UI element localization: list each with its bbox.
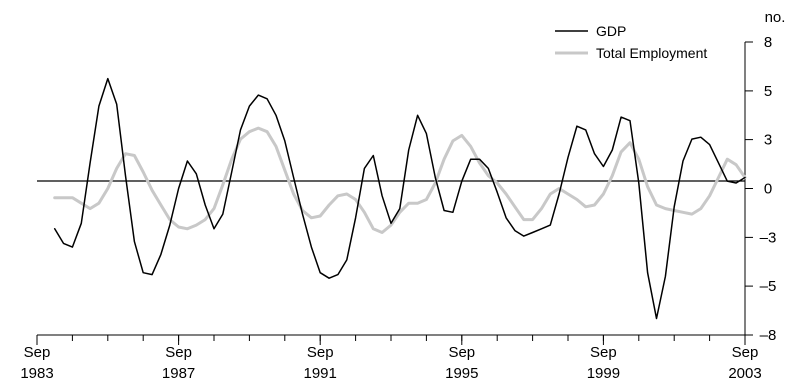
legend-label: Total Employment: [596, 45, 707, 61]
x-axis-ticks: Sep 1983 Sep 1987 Sep 1991 Sep 1995 Sep 1999 Sep 20…: [20, 335, 762, 382]
y-axis-unit-label: no.: [765, 9, 786, 26]
x-tick-label-month: Sep: [448, 344, 475, 361]
y-tick-label: 5: [764, 83, 772, 100]
y-tick-label: –8: [760, 327, 777, 344]
gdp-series-line: [53, 77, 746, 320]
y-tick-label: 8: [764, 34, 772, 51]
legend: GDP Total Employment: [555, 23, 707, 61]
x-tick-label-year: 1983: [20, 365, 53, 382]
x-tick-label-year: 2003: [728, 365, 761, 382]
x-tick-label-month: Sep: [24, 344, 51, 361]
legend-label: GDP: [596, 23, 626, 39]
x-tick-label-month: Sep: [307, 344, 334, 361]
y-axis-ticks: 8 5 3 0 –3 –5 –8: [745, 34, 776, 344]
y-tick-label: 0: [764, 181, 772, 198]
x-tick-label-month: Sep: [590, 344, 617, 361]
x-tick-label-year: 1991: [304, 365, 337, 382]
x-tick-label-year: 1987: [162, 365, 195, 382]
y-tick-label: 3: [764, 132, 772, 149]
series-lines: [53, 77, 747, 320]
y-tick-label: –3: [760, 229, 777, 246]
x-tick-label-month: Sep: [732, 344, 759, 361]
x-tick-label-month: Sep: [165, 344, 192, 361]
x-tick-label-year: 1999: [587, 365, 620, 382]
employment-series-line: [53, 126, 747, 234]
y-tick-label: –5: [760, 278, 777, 295]
x-tick-label-year: 1995: [445, 365, 478, 382]
